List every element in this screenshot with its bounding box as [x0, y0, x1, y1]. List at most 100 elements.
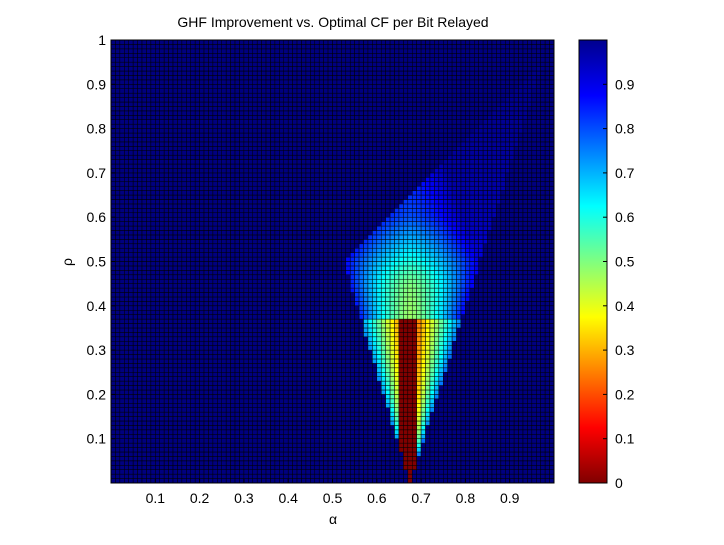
heatmap-cell: [540, 309, 546, 315]
heatmap-cell: [137, 420, 143, 426]
heatmap-cell: [208, 434, 214, 439]
heatmap-cell: [199, 314, 205, 320]
heatmap-cell: [491, 261, 497, 267]
heatmap-cell: [234, 376, 240, 382]
heatmap-cell: [372, 376, 378, 382]
heatmap-cell: [115, 287, 121, 293]
heatmap-cell: [451, 274, 457, 280]
heatmap-cell: [128, 376, 134, 382]
heatmap-cell: [217, 305, 223, 311]
heatmap-cell: [230, 438, 236, 444]
heatmap-cell: [208, 287, 214, 293]
heatmap-cell: [119, 429, 125, 435]
heatmap-cell: [119, 358, 125, 364]
heatmap-cell: [505, 442, 510, 448]
heatmap-cell: [376, 327, 382, 333]
heatmap-cell: [234, 416, 240, 422]
heatmap-cell: [363, 411, 369, 417]
heatmap-cell: [221, 416, 227, 422]
heatmap-cell: [358, 451, 364, 457]
heatmap-cell: [460, 416, 466, 422]
heatmap-cell: [208, 323, 214, 329]
heatmap-cell: [239, 407, 245, 413]
heatmap-cell: [314, 411, 320, 417]
heatmap-cell: [155, 349, 160, 355]
heatmap-cell: [274, 465, 280, 470]
heatmap-cell: [398, 429, 404, 435]
heatmap-cell: [358, 292, 364, 298]
heatmap-cell: [332, 411, 338, 417]
heatmap-cell: [141, 385, 147, 391]
heatmap-cell: [478, 358, 484, 364]
heatmap-cell: [327, 403, 333, 408]
heatmap-cell: [487, 283, 493, 289]
heatmap-cell: [230, 283, 236, 289]
heatmap-cell: [155, 274, 160, 280]
heatmap-cell: [265, 434, 271, 439]
heatmap-cell: [265, 309, 271, 315]
heatmap-cell: [124, 301, 129, 307]
heatmap-cell: [544, 287, 550, 293]
heatmap-cell: [380, 363, 386, 369]
heatmap-cell: [186, 323, 191, 329]
heatmap-cell: [230, 376, 236, 382]
heatmap-cell: [186, 460, 191, 466]
heatmap-cell: [358, 469, 364, 475]
heatmap-cell: [128, 296, 134, 302]
heatmap-cell: [132, 358, 138, 364]
heatmap-cell: [190, 442, 196, 448]
heatmap-cell: [451, 265, 457, 271]
heatmap-cell: [341, 411, 347, 417]
heatmap-cell: [549, 411, 555, 417]
heatmap-cell: [301, 460, 307, 466]
heatmap-cell: [332, 473, 338, 479]
heatmap-cell: [429, 429, 435, 435]
heatmap-cell: [163, 367, 169, 373]
heatmap-cell: [531, 376, 537, 382]
heatmap-cell: [354, 442, 360, 448]
heatmap-cell: [456, 296, 462, 302]
heatmap-cell: [398, 380, 404, 386]
heatmap-cell: [234, 438, 240, 444]
heatmap-cell: [252, 278, 258, 284]
heatmap-cell: [407, 363, 413, 369]
heatmap-cell: [172, 332, 178, 338]
heatmap-cell: [509, 385, 515, 391]
heatmap-cell: [376, 265, 382, 271]
heatmap-cell: [505, 416, 510, 422]
heatmap-cell: [420, 447, 426, 453]
heatmap-cell: [429, 447, 435, 453]
heatmap-cell: [279, 394, 285, 400]
heatmap-cell: [270, 349, 276, 355]
heatmap-cell: [420, 403, 426, 408]
heatmap-cell: [243, 380, 249, 386]
heatmap-cell: [279, 265, 285, 271]
heatmap-cell: [434, 478, 440, 484]
heatmap-cell: [163, 434, 169, 439]
heatmap-cell: [287, 314, 293, 320]
heatmap-cell: [363, 469, 369, 475]
heatmap-cell: [478, 465, 484, 470]
heatmap-cell: [500, 345, 506, 351]
heatmap-cell: [411, 327, 417, 333]
heatmap-cell: [283, 434, 289, 439]
heatmap-cell: [460, 385, 466, 391]
heatmap-cell: [496, 332, 502, 338]
heatmap-cell: [367, 394, 373, 400]
heatmap-cell: [248, 345, 254, 351]
heatmap-cell: [225, 367, 231, 373]
heatmap-cell: [336, 274, 342, 280]
heatmap-cell: [323, 434, 329, 439]
heatmap-cell: [487, 301, 493, 307]
heatmap-cell: [141, 367, 147, 373]
heatmap-cell: [186, 447, 191, 453]
heatmap-cell: [540, 465, 546, 470]
heatmap-cell: [416, 270, 422, 276]
heatmap-cell: [283, 442, 289, 448]
heatmap-cell: [217, 389, 223, 395]
heatmap-cell: [230, 442, 236, 448]
heatmap-cell: [349, 305, 355, 311]
heatmap-cell: [407, 323, 413, 329]
heatmap-cell: [279, 473, 285, 479]
heatmap-cell: [482, 398, 488, 404]
